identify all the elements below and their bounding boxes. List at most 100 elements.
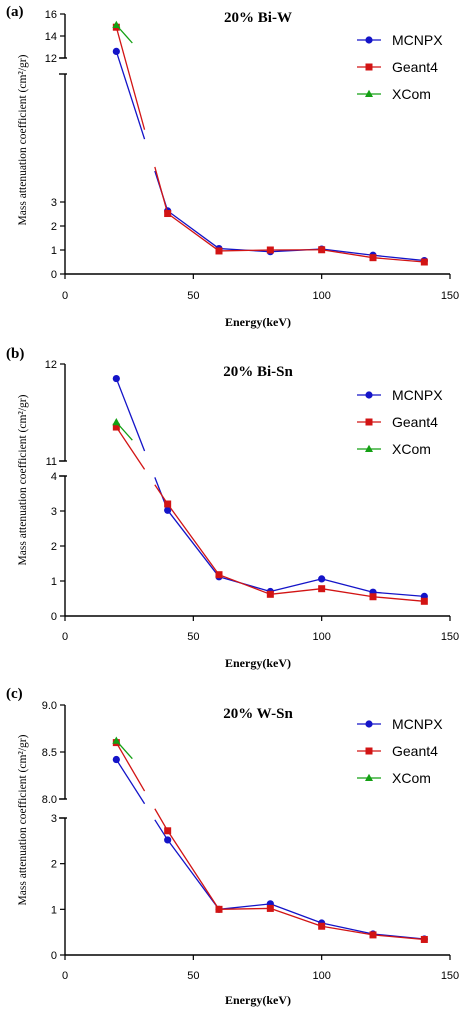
legend-label-xcom: XCom xyxy=(392,441,431,457)
series-line-segment xyxy=(167,509,220,578)
series-line-segment xyxy=(372,934,425,941)
y-tick-label: 3 xyxy=(51,813,57,825)
legend-marker-xcom xyxy=(365,773,373,781)
series-line-segment xyxy=(321,922,374,935)
series-line-segment xyxy=(115,27,146,130)
data-point-geant4 xyxy=(215,905,223,913)
series-MCNPX xyxy=(112,755,428,943)
series-XCom xyxy=(112,736,133,760)
data-point-mcnpx xyxy=(112,755,120,764)
legend-marker-mcnpx xyxy=(365,720,373,728)
data-point-geant4 xyxy=(369,931,377,939)
y-tick-label: 2 xyxy=(51,221,57,233)
series-line-segment xyxy=(270,907,322,927)
x-tick-label: 150 xyxy=(441,970,459,982)
x-axis-label: Energy(keV) xyxy=(225,993,291,1007)
legend-label-geant4: Geant4 xyxy=(392,743,438,759)
data-point-geant4 xyxy=(420,597,428,605)
x-tick-label: 0 xyxy=(62,970,68,982)
series-line-segment xyxy=(167,210,220,250)
y-tick-label: 4 xyxy=(51,471,57,483)
y-tick-label: 16 xyxy=(45,9,57,21)
series-line-segment xyxy=(270,578,322,593)
data-point-geant4 xyxy=(266,246,274,254)
y-tick-label: 8.5 xyxy=(42,747,57,759)
x-tick-label: 100 xyxy=(312,970,330,982)
y-axis-label: Mass attenuation coefficient (cm²/gr) xyxy=(17,394,29,565)
y-tick-label: 3 xyxy=(51,506,57,518)
series-XCom xyxy=(112,418,133,441)
series-line-segment xyxy=(321,578,374,593)
data-point-geant4 xyxy=(164,500,172,508)
data-point-xcom xyxy=(112,736,121,744)
x-tick-label: 150 xyxy=(441,631,459,643)
data-point-geant4 xyxy=(318,585,326,593)
series-line-segment xyxy=(270,588,322,595)
data-point-geant4 xyxy=(266,904,274,912)
panel-letter: (c) xyxy=(6,686,23,702)
y-tick-label: 0 xyxy=(51,611,57,623)
series-line-segment xyxy=(321,588,374,598)
series-MCNPX xyxy=(112,374,428,601)
data-point-mcnpx xyxy=(318,575,326,583)
y-tick-label: 2 xyxy=(51,541,57,553)
data-point-mcnpx xyxy=(164,506,172,514)
series-line-segment xyxy=(115,426,146,470)
legend-label-mcnpx: MCNPX xyxy=(392,387,443,403)
y-tick-label: 11 xyxy=(46,456,57,468)
data-point-geant4 xyxy=(318,922,326,930)
legend-marker-mcnpx xyxy=(365,36,373,44)
panel-letter: (b) xyxy=(6,346,24,362)
data-point-geant4 xyxy=(112,423,120,431)
series-Geant4 xyxy=(112,23,428,266)
y-axis-label: Mass attenuation coefficient (cm²/gr) xyxy=(17,54,29,225)
legend-label-mcnpx: MCNPX xyxy=(392,32,443,48)
series-MCNPX xyxy=(112,47,428,265)
panel-letter: (a) xyxy=(6,4,24,20)
y-tick-label: 1 xyxy=(51,245,57,257)
data-point-geant4 xyxy=(420,258,428,266)
series-line-segment xyxy=(115,378,146,452)
data-point-geant4 xyxy=(215,247,223,255)
legend: MCNPX Geant4 XCom xyxy=(357,32,443,102)
x-tick-label: 50 xyxy=(187,970,199,982)
data-point-geant4 xyxy=(369,593,377,601)
data-point-geant4 xyxy=(318,246,326,254)
data-point-geant4 xyxy=(164,210,172,218)
y-tick-label: 8.0 xyxy=(42,794,57,806)
legend-marker-geant4 xyxy=(365,418,373,426)
x-tick-label: 100 xyxy=(312,631,330,643)
series-line-segment xyxy=(372,254,425,262)
legend: MCNPX Geant4 XCom xyxy=(357,716,443,786)
series-line-segment xyxy=(321,925,374,936)
chart-panel-2: (c) 20% W-Sn 0 1 2 3 8.0 8.5 9.0 0 50 100 150 Energy(… xyxy=(6,686,459,1007)
y-tick-label: 0 xyxy=(51,269,57,281)
series-Geant4 xyxy=(112,739,428,943)
series-line-segment xyxy=(167,503,220,576)
y-tick-label: 14 xyxy=(45,31,57,43)
data-point-xcom xyxy=(112,418,121,426)
y-tick-label: 1 xyxy=(51,576,57,588)
series-line-segment xyxy=(154,166,169,214)
legend-marker-xcom xyxy=(365,444,373,452)
y-tick-label: 3 xyxy=(51,197,57,209)
x-tick-label: 50 xyxy=(187,631,199,643)
x-tick-label: 0 xyxy=(62,631,68,643)
legend: MCNPX Geant4 XCom xyxy=(357,387,443,457)
legend-marker-geant4 xyxy=(365,63,373,71)
legend-marker-xcom xyxy=(365,89,373,97)
y-axis-label: Mass attenuation coefficient (cm²/gr) xyxy=(17,734,29,905)
series-line-segment xyxy=(115,742,146,792)
y-tick-label: 0 xyxy=(51,950,57,962)
data-point-geant4 xyxy=(420,935,428,943)
x-axis-label: Energy(keV) xyxy=(225,656,291,670)
y-tick-label: 1 xyxy=(51,904,57,916)
legend-label-xcom: XCom xyxy=(392,86,431,102)
series-line-segment xyxy=(321,249,374,259)
series-line-segment xyxy=(270,903,322,924)
series-Geant4 xyxy=(112,423,428,605)
series-line-segment xyxy=(321,248,374,256)
